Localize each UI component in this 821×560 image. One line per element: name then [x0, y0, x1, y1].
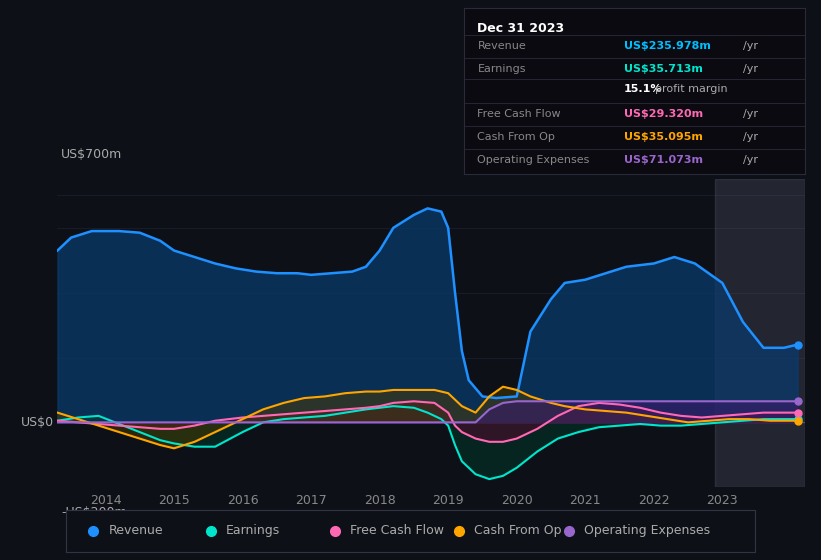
Text: US$35.095m: US$35.095m [624, 132, 703, 142]
Text: Operating Expenses: Operating Expenses [585, 524, 710, 537]
Text: US$29.320m: US$29.320m [624, 109, 703, 119]
Text: US$0: US$0 [21, 416, 53, 429]
Text: US$35.713m: US$35.713m [624, 64, 703, 74]
Text: US$71.073m: US$71.073m [624, 155, 703, 165]
Text: /yr: /yr [743, 64, 759, 74]
Text: Earnings: Earnings [226, 524, 280, 537]
Text: /yr: /yr [743, 132, 759, 142]
Text: US$700m: US$700m [62, 148, 122, 161]
Text: /yr: /yr [743, 155, 759, 165]
Text: Revenue: Revenue [108, 524, 163, 537]
Text: Cash From Op: Cash From Op [478, 132, 555, 142]
Text: -US$200m: -US$200m [62, 506, 126, 519]
Text: /yr: /yr [743, 109, 759, 119]
Text: Free Cash Flow: Free Cash Flow [478, 109, 561, 119]
Text: Operating Expenses: Operating Expenses [478, 155, 589, 165]
Text: Free Cash Flow: Free Cash Flow [350, 524, 444, 537]
Text: profit margin: profit margin [654, 83, 727, 94]
Text: Earnings: Earnings [478, 64, 526, 74]
Text: Revenue: Revenue [478, 41, 526, 52]
Text: 15.1%: 15.1% [624, 83, 663, 94]
Text: Cash From Op: Cash From Op [474, 524, 562, 537]
Text: US$235.978m: US$235.978m [624, 41, 711, 52]
Text: Dec 31 2023: Dec 31 2023 [478, 22, 565, 35]
Bar [715, 179, 805, 487]
Text: /yr: /yr [743, 41, 759, 52]
